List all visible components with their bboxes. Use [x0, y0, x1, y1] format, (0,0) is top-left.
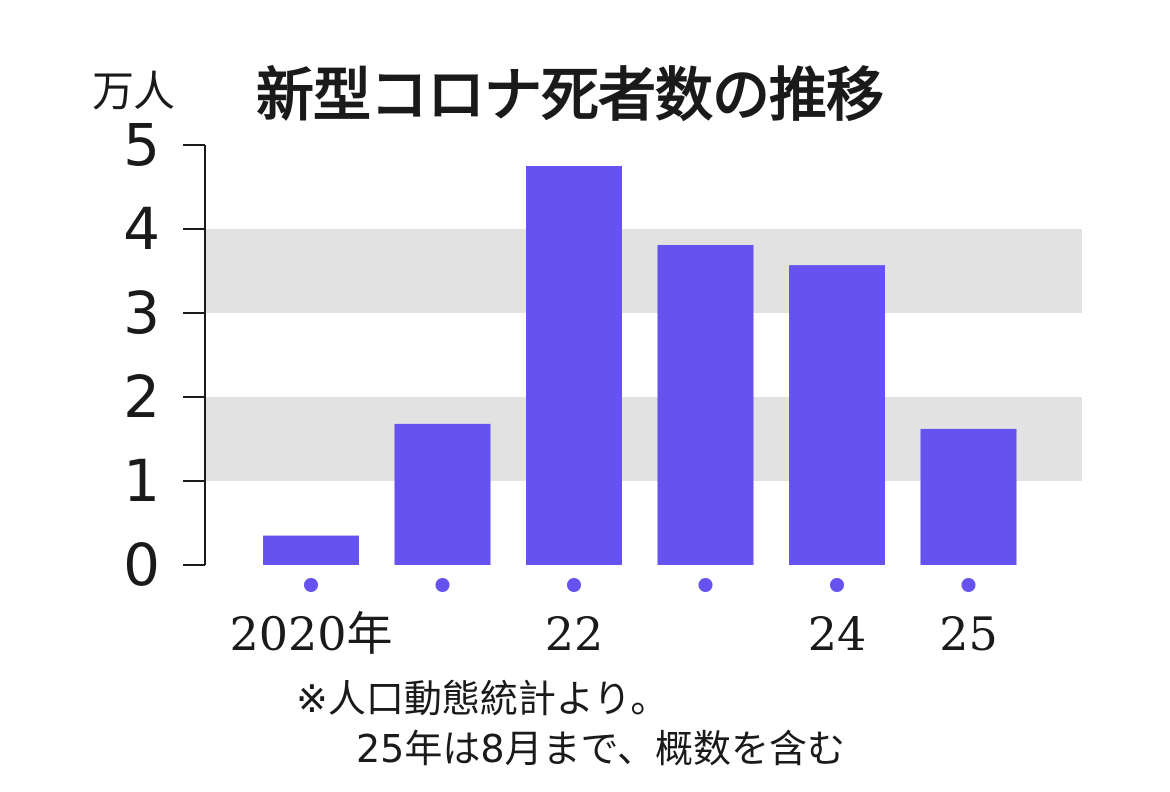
x-tick-label-2022: 22 [545, 607, 604, 661]
year-dots [304, 578, 976, 592]
bars [263, 166, 1017, 565]
y-tick-label-3: 3 [123, 279, 160, 347]
y-tick-label-4: 4 [123, 195, 160, 263]
year-dot-2023 [698, 578, 713, 592]
source-note: ※人口動態統計より。 [296, 677, 669, 721]
y-tick-label-0: 0 [123, 531, 160, 599]
y-axis: 0 1 2 3 4 5 [123, 111, 206, 599]
year-dot-2024 [830, 578, 844, 592]
x-tick-label-2025: 25 [939, 607, 998, 661]
x-tick-labels: 2020年 22 24 25 [229, 607, 997, 661]
bar-2022 [526, 166, 622, 565]
y-axis-unit-label: 万人 [92, 67, 175, 116]
y-tick-label-5: 5 [123, 111, 160, 179]
y-tick-label-1: 1 [123, 447, 160, 515]
chart-title: 新型コロナ死者数の推移 [256, 61, 884, 129]
bar-2025 [920, 428, 1017, 565]
x-tick-label-2024: 24 [808, 607, 867, 661]
year-dot-2021 [435, 578, 450, 592]
x-tick-label-2020: 2020年 [229, 607, 392, 661]
period-note: 25年は8月まで、概数を含む [356, 727, 846, 771]
bar-2023 [657, 244, 754, 565]
bar-2020 [263, 535, 359, 565]
year-dot-2025 [961, 578, 976, 592]
bar-2021 [394, 423, 491, 565]
shaded-band-1 [205, 229, 1082, 313]
year-dot-2020 [304, 578, 318, 592]
year-dot-2022 [567, 578, 581, 592]
bar-2024 [789, 265, 885, 565]
y-tick-label-2: 2 [123, 363, 160, 431]
